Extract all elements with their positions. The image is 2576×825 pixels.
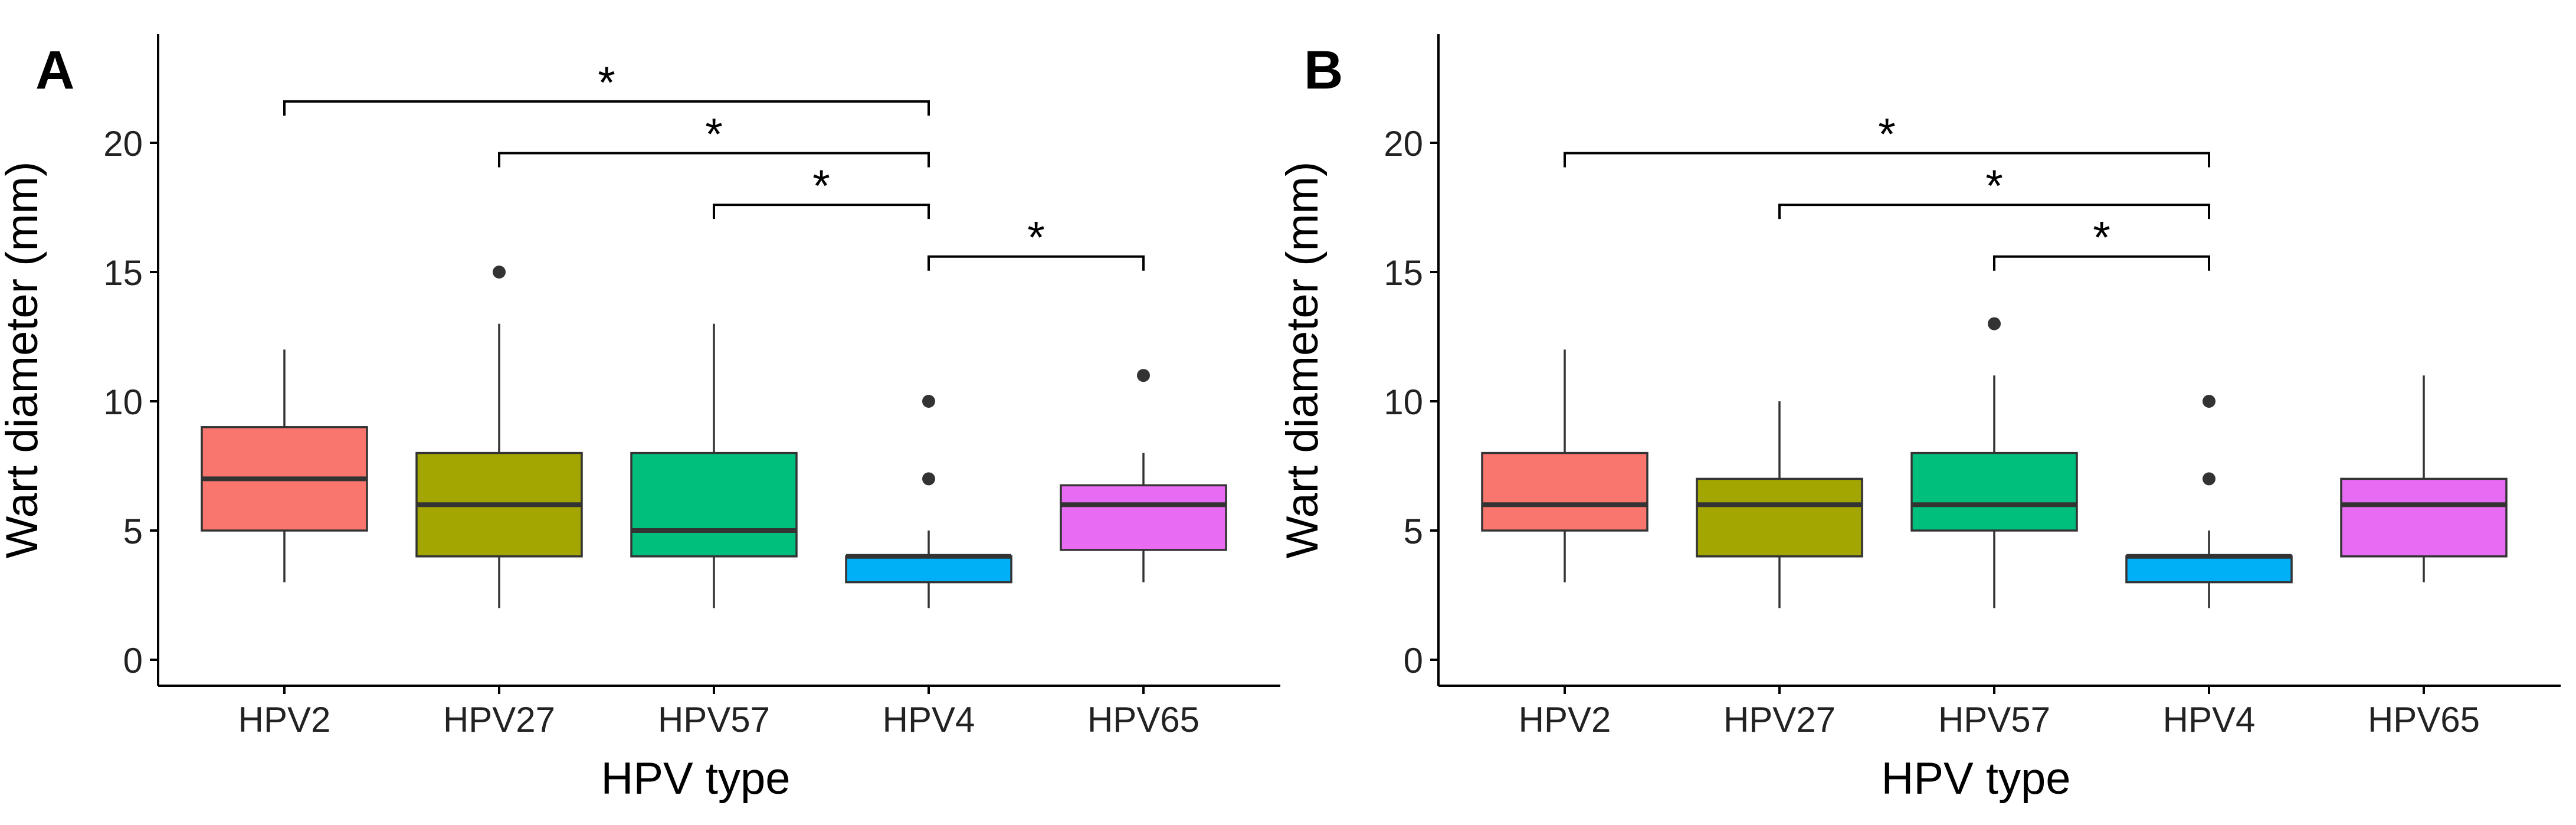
box-body xyxy=(2125,555,2293,584)
y-tick-label: 5 xyxy=(123,512,143,551)
significance-star: * xyxy=(705,110,723,160)
significance-star: * xyxy=(812,161,830,211)
significance-bracket: * xyxy=(283,58,930,116)
panel-label: B xyxy=(1304,40,1343,100)
panel-a: A 0 5 10 15 20 Wart diameter (mm) HPV2 HPV27 HPV5… xyxy=(0,34,1280,804)
bracket-line xyxy=(1778,204,2210,220)
y-axis-title: Wart diameter (mm) xyxy=(1277,162,1328,559)
y-tick-label: 20 xyxy=(1384,124,1423,163)
box-hpv65 xyxy=(2340,375,2508,582)
significance-star: * xyxy=(2093,213,2110,263)
y-tick-label: 0 xyxy=(123,641,143,680)
significance-bracket: * xyxy=(1778,161,2210,220)
bracket-line xyxy=(713,204,930,220)
outlier-point xyxy=(2203,472,2216,486)
y-tick-label: 0 xyxy=(1404,641,1423,680)
y-tick-label: 15 xyxy=(1384,253,1423,293)
significance-bracket: * xyxy=(498,110,930,168)
box-body xyxy=(1696,477,1863,558)
x-tick-label: HPV4 xyxy=(2163,700,2256,739)
box-hpv2 xyxy=(201,349,368,582)
panel-label: A xyxy=(35,40,74,100)
bracket-line xyxy=(1564,152,2210,168)
x-tick-label: HPV65 xyxy=(2368,700,2480,739)
x-tick-label: HPV57 xyxy=(1938,700,2050,739)
x-tick-label: HPV2 xyxy=(238,700,331,739)
outlier-point xyxy=(1988,317,2001,330)
y-tick-label: 10 xyxy=(1384,382,1423,422)
significance-star: * xyxy=(1878,110,1896,160)
outlier-point xyxy=(2203,395,2216,408)
outlier-point xyxy=(922,395,935,408)
box-hpv27 xyxy=(1696,401,1863,608)
x-axis-title: HPV type xyxy=(1881,754,2070,804)
x-tick-label: HPV27 xyxy=(443,700,555,739)
y-tick-label: 20 xyxy=(103,124,143,163)
x-tick-label: HPV4 xyxy=(883,700,975,739)
significance-star: * xyxy=(598,58,615,108)
outlier-point xyxy=(1137,369,1150,382)
box-hpv4 xyxy=(2125,395,2293,608)
bracket-line xyxy=(283,100,930,116)
box-hpv2 xyxy=(1481,349,1648,582)
outlier-point xyxy=(493,266,506,279)
box-hpv57 xyxy=(630,323,798,608)
bracket-line xyxy=(1993,255,2210,271)
significance-bracket: * xyxy=(928,213,1145,271)
x-axis-title: HPV type xyxy=(601,754,790,804)
y-tick-label: 5 xyxy=(1404,512,1423,551)
significance-bracket: * xyxy=(1993,213,2210,271)
significance-star: * xyxy=(1985,161,2003,211)
bracket-line xyxy=(498,152,930,168)
significance-bracket: * xyxy=(1564,110,2210,168)
box-body xyxy=(1481,451,1648,532)
box-body xyxy=(1910,451,2078,532)
box-hpv4 xyxy=(845,395,1012,608)
x-tick-label: HPV2 xyxy=(1519,700,1611,739)
panel-b: B 0 5 10 15 20 Wart diameter (mm) HPV2 HPV27 HPV5… xyxy=(1277,34,2561,804)
y-tick-label: 15 xyxy=(103,253,143,293)
box-body xyxy=(845,555,1012,584)
significance-bracket: * xyxy=(713,161,930,220)
significance-star: * xyxy=(1027,213,1045,263)
box-hpv27 xyxy=(415,266,583,608)
box-hpv65 xyxy=(1060,369,1227,582)
box-body xyxy=(630,451,798,558)
box-hpv57 xyxy=(1910,317,2078,608)
bracket-line xyxy=(928,255,1145,271)
y-tick-label: 10 xyxy=(103,382,143,422)
x-tick-label: HPV27 xyxy=(1723,700,1836,739)
box-body xyxy=(2340,477,2508,558)
x-tick-label: HPV65 xyxy=(1087,700,1199,739)
y-axis-title: Wart diameter (mm) xyxy=(0,162,47,559)
x-tick-label: HPV57 xyxy=(658,700,770,739)
outlier-point xyxy=(922,472,935,486)
box-body xyxy=(1060,484,1227,551)
